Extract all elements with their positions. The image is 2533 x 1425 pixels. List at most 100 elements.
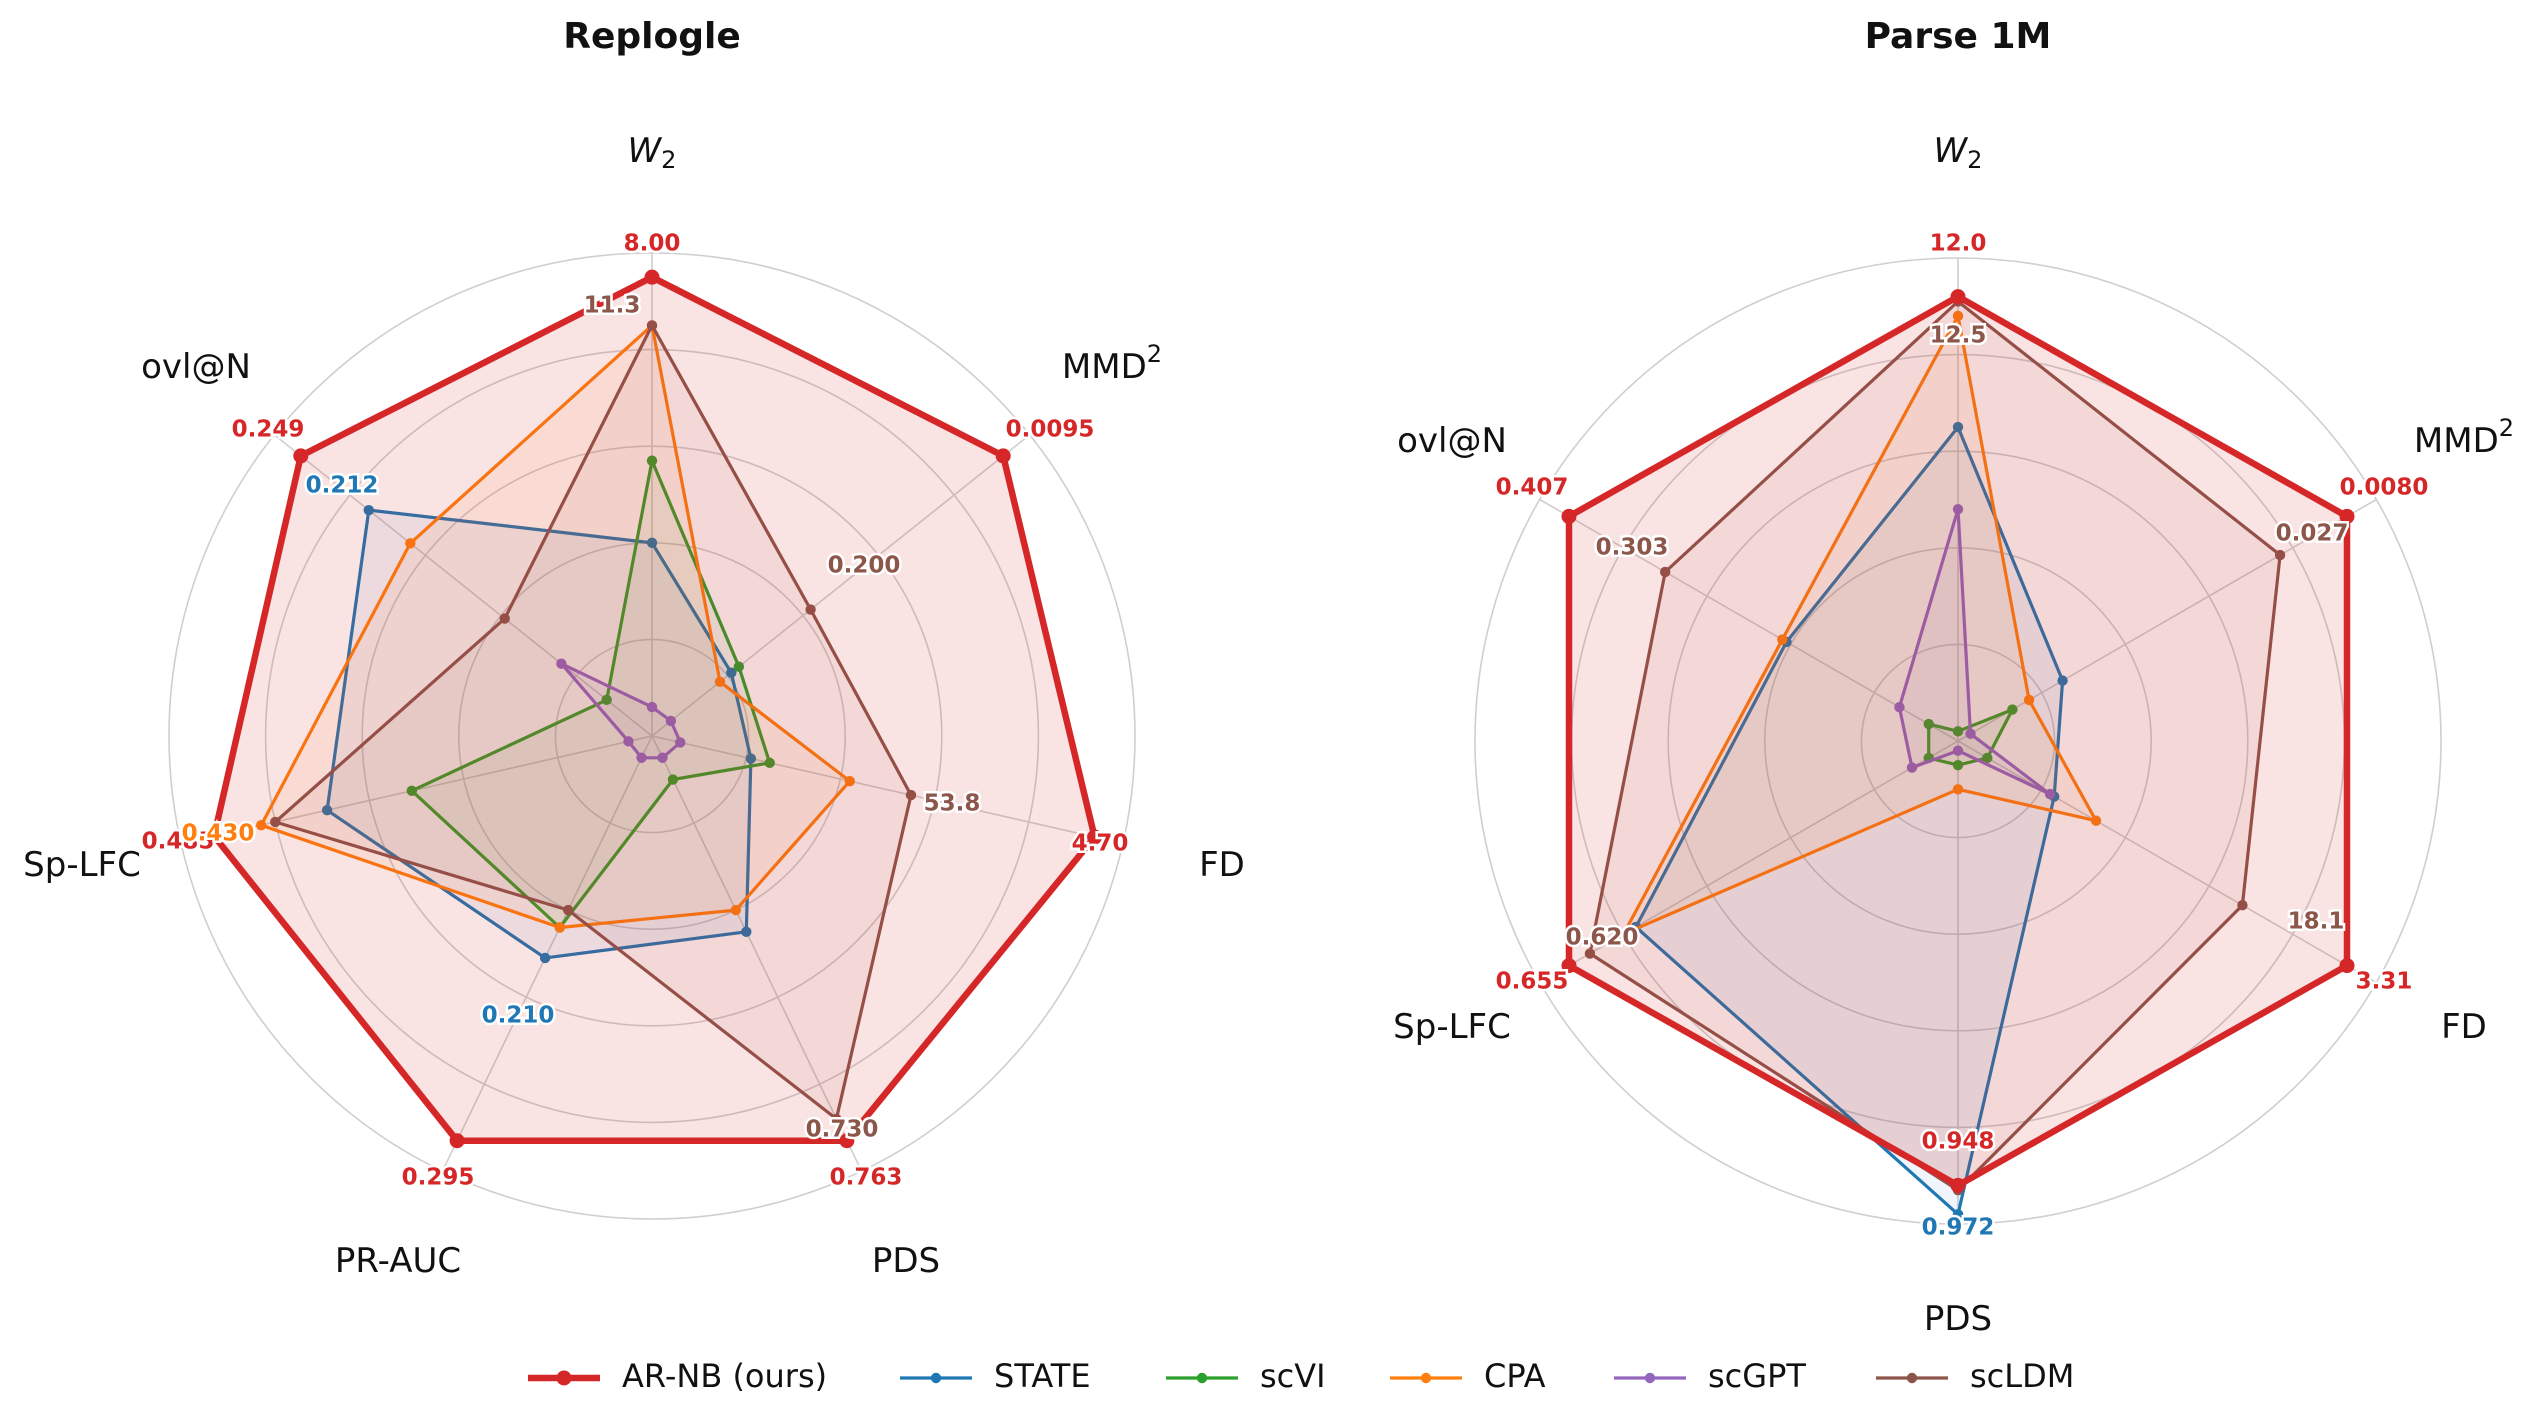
- series-fill: [1569, 296, 2347, 1186]
- data-point-pds: [730, 904, 742, 916]
- series-line: [410, 459, 772, 930]
- value-label: 0.200: [828, 553, 901, 579]
- legend: AR-NB (ours) STATE scVI CPA scGPT scLDM: [528, 1357, 2074, 1395]
- legend-item-ar-nb-ours-: AR-NB (ours): [528, 1357, 827, 1395]
- axis-label-ovl-n: ovl@N: [141, 347, 251, 387]
- data-point-mmd: [714, 676, 726, 687]
- data-point-fd: [2044, 788, 2056, 800]
- value-label: 0.972: [1922, 1215, 1995, 1241]
- value-label: 0.212: [306, 473, 379, 499]
- data-point-ovl-n: [405, 538, 416, 549]
- value-label: 0.249: [232, 417, 305, 443]
- axis-label-pds: PDS: [872, 1241, 940, 1281]
- data-point-w: [646, 701, 658, 713]
- data-point-pds: [1952, 745, 1964, 756]
- data-point-pds: [839, 1133, 855, 1149]
- data-point-ovl-n: [1777, 634, 1788, 645]
- data-point-pds: [831, 1113, 842, 1125]
- data-point-pds: [1950, 1177, 1966, 1193]
- legend-item-state: STATE: [900, 1357, 1091, 1395]
- data-point-sp-lfc: [623, 736, 634, 747]
- legend-swatch-marker: [556, 1370, 572, 1386]
- data-point-w: [1950, 289, 1966, 305]
- value-label: 0.485: [142, 829, 215, 855]
- data-point-pds: [667, 774, 679, 785]
- series-fill: [327, 510, 751, 958]
- grid-spoke-3: [651, 735, 1124, 845]
- data-point-mmd: [1965, 728, 1976, 739]
- legend-swatch-marker: [1644, 1372, 1656, 1384]
- value-label: 0.763: [830, 1165, 903, 1191]
- data-point-pds: [741, 926, 752, 938]
- data-point-ovl-n: [601, 694, 612, 706]
- data-point-w: [646, 455, 658, 466]
- data-point-w: [1952, 421, 1964, 433]
- data-point-ovl-n: [1561, 508, 1577, 524]
- series-scgpt: [1894, 503, 2056, 800]
- value-label: 0.620: [1566, 925, 1639, 951]
- legend-swatch-marker: [1196, 1372, 1208, 1384]
- series-ar-nb-ours-: [206, 269, 1103, 1149]
- radar-panel-1: Replogle 8.00 11.3 0.0095 0.200 4.70 53.8 0.763…: [23, 16, 1245, 1281]
- axis-label-sp-lfc: Sp-LFC: [1393, 1007, 1511, 1047]
- data-point-fd: [764, 757, 775, 769]
- panel-title: Replogle: [563, 16, 741, 57]
- series-fill: [1623, 316, 2096, 935]
- axis-label-w: W2: [628, 131, 677, 175]
- series-ar-nb-ours-: [1561, 289, 2355, 1193]
- value-label: 0.655: [1496, 969, 1569, 995]
- grid-spoke-2: [651, 434, 1031, 737]
- data-point-sp-lfc: [1584, 948, 1596, 959]
- data-point-pr-auc: [636, 752, 647, 763]
- value-label: 0.0080: [2340, 475, 2429, 501]
- value-label: 3.31: [2356, 969, 2413, 995]
- data-point-ovl-n: [499, 613, 510, 624]
- data-point-sp-lfc: [255, 820, 267, 831]
- data-point-pds: [1952, 759, 1964, 771]
- legend-label: scGPT: [1708, 1357, 1806, 1395]
- data-point-sp-lfc: [406, 785, 418, 797]
- data-point-mmd: [2023, 694, 2035, 706]
- value-label: 0.027: [2276, 521, 2349, 547]
- legend-swatch-marker: [1906, 1372, 1918, 1384]
- data-point-mmd: [995, 448, 1011, 464]
- legend-label: scVI: [1260, 1357, 1326, 1395]
- data-point-fd: [745, 753, 757, 764]
- data-point-pds: [1952, 1209, 1964, 1220]
- value-label: 8.00: [624, 231, 681, 257]
- data-point-sp-lfc: [206, 828, 222, 844]
- series-state: [321, 504, 757, 964]
- data-point-sp-lfc: [1906, 762, 1918, 773]
- series-line: [210, 273, 1098, 1144]
- legend-swatch-marker: [930, 1372, 942, 1384]
- grid-spoke-3: [1957, 740, 2377, 984]
- value-label: 4.70: [1072, 831, 1129, 857]
- data-point-w: [646, 537, 658, 548]
- data-point-sp-lfc: [321, 804, 333, 816]
- data-point-ovl-n: [363, 504, 374, 516]
- legend-item-scvi: scVI: [1166, 1357, 1326, 1395]
- series-fill: [411, 460, 770, 928]
- data-point-mmd: [2007, 704, 2018, 715]
- axis-label-fd: FD: [1199, 845, 1245, 885]
- data-point-pds: [657, 752, 668, 763]
- value-label: 0.0095: [1006, 417, 1095, 443]
- legend-label: CPA: [1484, 1357, 1546, 1395]
- value-label: 11.3: [584, 293, 641, 319]
- data-point-pr-auc: [539, 952, 551, 964]
- legend-item-cpa: CPA: [1390, 1357, 1546, 1395]
- value-label: 0.948: [1922, 1129, 1995, 1155]
- series-fill: [1635, 427, 2063, 1215]
- value-label: 0.303: [1596, 535, 1669, 561]
- series-line: [273, 323, 913, 1121]
- value-label: 0.210: [482, 1003, 555, 1029]
- data-point-fd: [2339, 958, 2355, 974]
- data-point-fd: [905, 789, 917, 801]
- data-point-sp-lfc: [1561, 958, 1577, 974]
- grid-spoke-5: [1539, 740, 1959, 984]
- value-label: 53.8: [924, 791, 981, 817]
- data-point-sp-lfc: [1618, 929, 1629, 940]
- data-point-w: [646, 320, 658, 331]
- data-point-w: [644, 269, 660, 285]
- data-point-ovl-n: [293, 448, 309, 464]
